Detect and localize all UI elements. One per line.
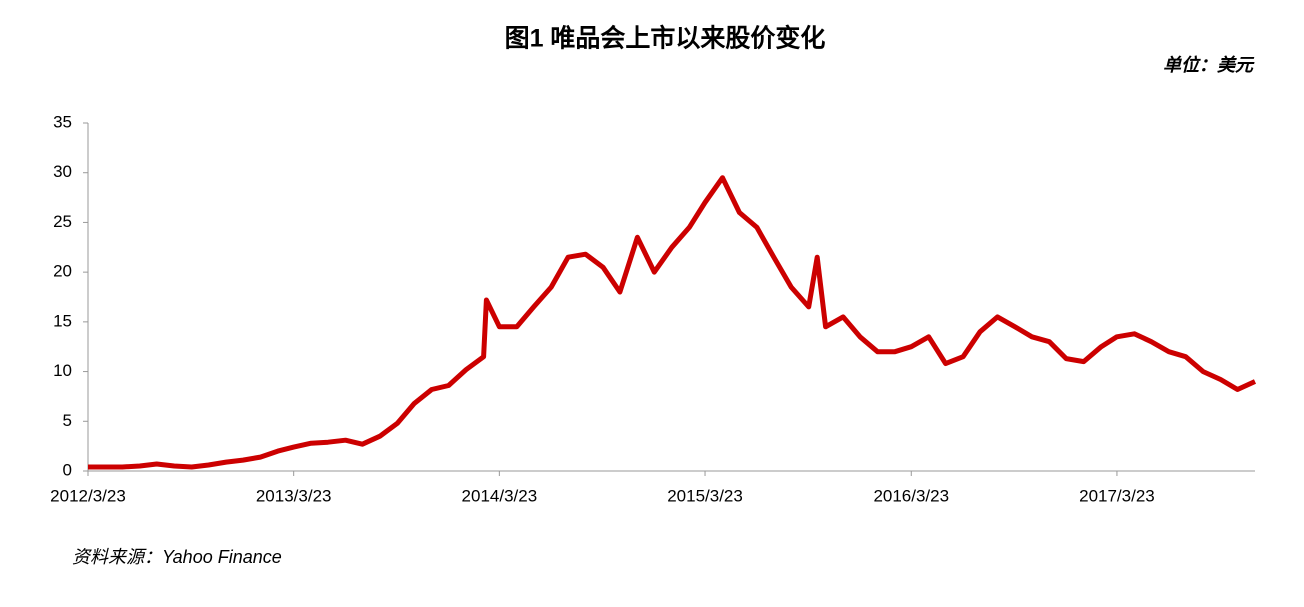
x-tick-label: 2015/3/23 xyxy=(667,486,743,505)
y-tick-label: 20 xyxy=(53,262,72,281)
x-tick-label: 2014/3/23 xyxy=(462,486,538,505)
y-tick-label: 30 xyxy=(53,162,72,181)
y-tick-label: 25 xyxy=(53,212,72,231)
y-tick-label: 35 xyxy=(53,112,72,131)
source-note: 资料来源：Yahoo Finance xyxy=(72,547,282,567)
x-tick-label: 2017/3/23 xyxy=(1079,486,1155,505)
x-tick-label: 2012/3/23 xyxy=(50,486,126,505)
unit-label: 单位：美元 xyxy=(1163,55,1255,75)
y-tick-label: 5 xyxy=(63,411,72,430)
price-line xyxy=(88,175,1257,470)
x-tick-label: 2013/3/23 xyxy=(256,486,332,505)
y-tick-label: 10 xyxy=(53,361,72,380)
chart-title: 图1 唯品会上市以来股价变化 xyxy=(505,24,826,53)
y-tick-label: 15 xyxy=(53,311,72,330)
x-tick-label: 2016/3/23 xyxy=(873,486,949,505)
y-tick-label: 0 xyxy=(63,460,72,479)
